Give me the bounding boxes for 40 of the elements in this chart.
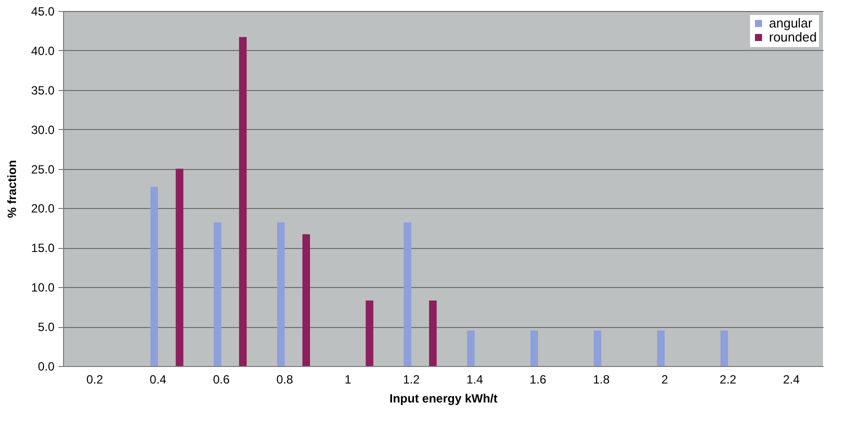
bar [404, 222, 412, 366]
y-tick-label: 30.0 [31, 122, 55, 137]
bar [239, 37, 247, 366]
y-tick-label: 40.0 [31, 44, 55, 58]
bar [302, 234, 310, 366]
bar [150, 186, 158, 366]
y-tick-label: 15.0 [31, 241, 55, 256]
y-tick-label: 35.0 [31, 83, 55, 98]
y-axis-title: % fraction [5, 160, 20, 218]
legend-label: rounded [769, 30, 817, 44]
x-axis-title: Input energy kWh/t [390, 392, 498, 406]
bar [530, 330, 538, 366]
x-tick-label: 1.2 [402, 372, 420, 386]
bar [657, 330, 665, 366]
x-tick-label: 1.8 [592, 372, 610, 386]
y-tick-label: 5.0 [38, 320, 55, 334]
bar [366, 300, 374, 366]
y-tick-label: 0.0 [38, 360, 55, 374]
x-tick-label: 1 [344, 372, 352, 386]
bar [594, 330, 602, 366]
bar [720, 330, 728, 366]
bar [176, 168, 184, 366]
x-tick-label: 1.4 [466, 372, 484, 386]
y-tick-label: 20.0 [31, 202, 55, 216]
bar [214, 222, 222, 366]
x-tick-label: 0.8 [276, 372, 294, 386]
x-tick-label: 0.4 [150, 372, 167, 386]
bar [429, 300, 437, 366]
x-tick-label: 0.2 [86, 372, 104, 386]
bar [277, 222, 285, 366]
x-tick-label: 2 [661, 372, 668, 386]
x-tick-label: 2.4 [782, 372, 800, 386]
y-tick-label: 25.0 [31, 162, 55, 176]
x-tick-label: 1.6 [530, 372, 547, 386]
x-tick-label: 2.2 [720, 372, 737, 386]
y-tick-label: 10.0 [31, 280, 55, 295]
y-tick-label: 45.0 [31, 4, 55, 18]
x-tick-label: 0.6 [212, 372, 230, 386]
bar [467, 330, 475, 366]
legend-label: angular [769, 16, 814, 30]
